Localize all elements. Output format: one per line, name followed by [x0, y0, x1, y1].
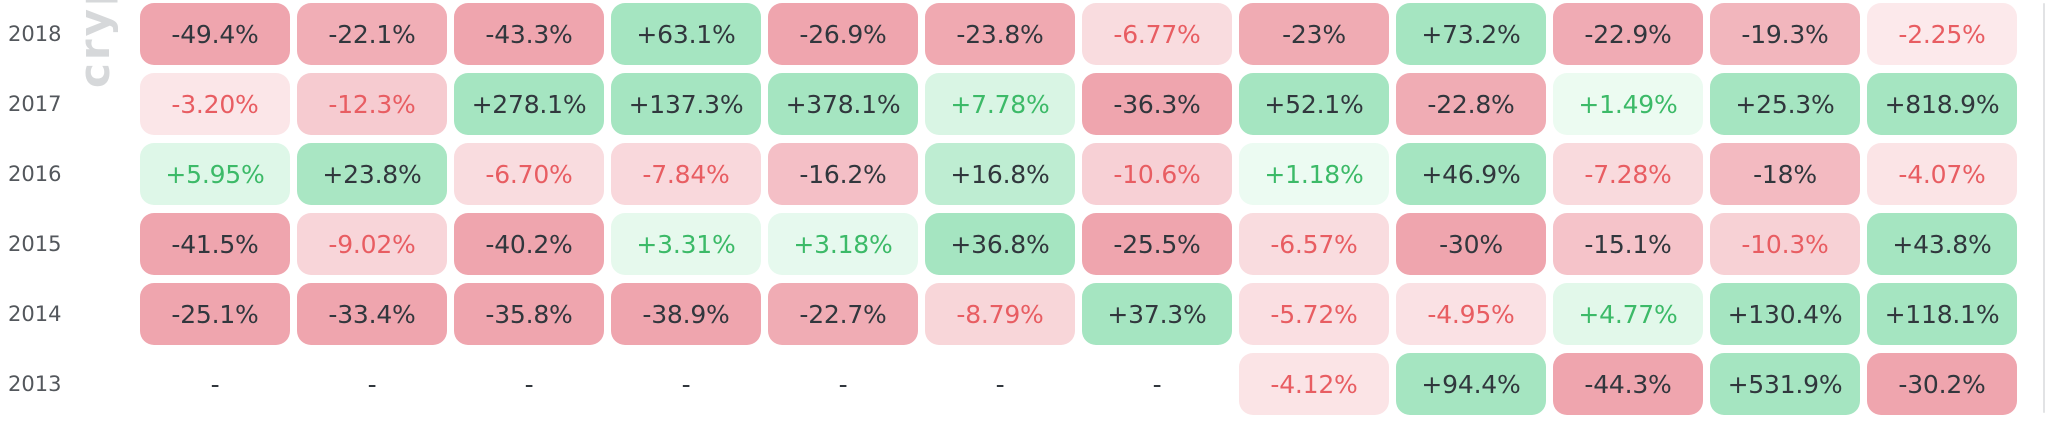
heatmap-cell-2014-col10: +4.77% [1553, 283, 1703, 345]
heatmap-cell-2013-col3: - [524, 369, 534, 399]
right-edge-divider [2043, 3, 2045, 413]
heatmap-cell-2014-col5: -22.7% [768, 283, 918, 345]
heatmap-cell-2013-col10: -44.3% [1553, 353, 1703, 415]
heatmap-cell-2018-col3: -43.3% [454, 3, 604, 65]
heatmap-cell-2014-col12: +118.1% [1867, 283, 2017, 345]
heatmap-cell-2013-col7: - [1152, 369, 1162, 399]
heatmap-cell-2014-col2: -33.4% [297, 283, 447, 345]
heatmap-cell-2015-col2: -9.02% [297, 213, 447, 275]
heatmap-cell-2015-col6: +36.8% [925, 213, 1075, 275]
heatmap-cell-2015-col7: -25.5% [1082, 213, 1232, 275]
heatmap-cell-2016-col12: -4.07% [1867, 143, 2017, 205]
heatmap-cell-2015-col3: -40.2% [454, 213, 604, 275]
year-label-2014: 2014 [8, 302, 62, 326]
heatmap-cell-2018-col11: -19.3% [1710, 3, 1860, 65]
heatmap-cell-2015-col10: -15.1% [1553, 213, 1703, 275]
heatmap-cell-2018-col7: -6.77% [1082, 3, 1232, 65]
heatmap-cell-2014-col6: -8.79% [925, 283, 1075, 345]
heatmap-cell-2017-col3: +278.1% [454, 73, 604, 135]
heatmap-cell-2017-col10: +1.49% [1553, 73, 1703, 135]
heatmap-cell-2015-col4: +3.31% [611, 213, 761, 275]
heatmap-cell-2016-col9: +46.9% [1396, 143, 1546, 205]
heatmap-cell-2016-col4: -7.84% [611, 143, 761, 205]
heatmap-cell-2017-col4: +137.3% [611, 73, 761, 135]
heatmap-cell-2016-col1: +5.95% [140, 143, 290, 205]
heatmap-cell-2016-col11: -18% [1710, 143, 1860, 205]
heatmap-cell-2013-col5: - [838, 369, 848, 399]
heatmap-cell-2014-col8: -5.72% [1239, 283, 1389, 345]
heatmap-cell-2018-col12: -2.25% [1867, 3, 2017, 65]
heatmap-cell-2017-col5: +378.1% [768, 73, 918, 135]
heatmap-cell-2017-col12: +818.9% [1867, 73, 2017, 135]
heatmap-cell-2018-col8: -23% [1239, 3, 1389, 65]
heatmap-cell-2013-col11: +531.9% [1710, 353, 1860, 415]
heatmap-grid: 2018 -49.4% -22.1% -43.3% +63.1% -26.9% -23.8%… [0, 3, 2017, 415]
heatmap-cell-2014-col7: +37.3% [1082, 283, 1232, 345]
heatmap-cell-2014-col1: -25.1% [140, 283, 290, 345]
heatmap-cell-2018-col4: +63.1% [611, 3, 761, 65]
heatmap-cell-2016-col3: -6.70% [454, 143, 604, 205]
heatmap-cell-2014-col3: -35.8% [454, 283, 604, 345]
heatmap-cell-2015-col1: -41.5% [140, 213, 290, 275]
heatmap-cell-2016-col2: +23.8% [297, 143, 447, 205]
heatmap-cell-2016-col6: +16.8% [925, 143, 1075, 205]
year-label-2013: 2013 [8, 372, 62, 396]
heatmap-cell-2013-col1: - [210, 369, 220, 399]
heatmap-cell-2017-col9: -22.8% [1396, 73, 1546, 135]
year-label-2018: 2018 [8, 22, 62, 46]
heatmap-cell-2015-col12: +43.8% [1867, 213, 2017, 275]
heatmap-cell-2017-col11: +25.3% [1710, 73, 1860, 135]
heatmap-cell-2018-col10: -22.9% [1553, 3, 1703, 65]
heatmap-cell-2018-col9: +73.2% [1396, 3, 1546, 65]
heatmap-cell-2017-col6: +7.78% [925, 73, 1075, 135]
heatmap-cell-2013-col9: +94.4% [1396, 353, 1546, 415]
heatmap-cell-2013-col12: -30.2% [1867, 353, 2017, 415]
heatmap-cell-2013-col2: - [367, 369, 377, 399]
heatmap-cell-2013-col6: - [995, 369, 1005, 399]
heatmap-cell-2018-col1: -49.4% [140, 3, 290, 65]
year-label-2017: 2017 [8, 92, 62, 116]
heatmap-cell-2016-col5: -16.2% [768, 143, 918, 205]
heatmap-cell-2013-col4: - [681, 369, 691, 399]
heatmap-cell-2013-col8: -4.12% [1239, 353, 1389, 415]
year-label-2015: 2015 [8, 232, 62, 256]
heatmap-cell-2016-col7: -10.6% [1082, 143, 1232, 205]
heatmap-cell-2018-col2: -22.1% [297, 3, 447, 65]
heatmap-cell-2017-col2: -12.3% [297, 73, 447, 135]
heatmap-cell-2014-col4: -38.9% [611, 283, 761, 345]
heatmap-cell-2014-col11: +130.4% [1710, 283, 1860, 345]
heatmap-cell-2014-col9: -4.95% [1396, 283, 1546, 345]
heatmap-cell-2015-col8: -6.57% [1239, 213, 1389, 275]
heatmap-cell-2017-col7: -36.3% [1082, 73, 1232, 135]
heatmap-cell-2017-col1: -3.20% [140, 73, 290, 135]
heatmap-cell-2018-col6: -23.8% [925, 3, 1075, 65]
heatmap-cell-2018-col5: -26.9% [768, 3, 918, 65]
heatmap-cell-2015-col5: +3.18% [768, 213, 918, 275]
heatmap-cell-2015-col9: -30% [1396, 213, 1546, 275]
heatmap-cell-2016-col10: -7.28% [1553, 143, 1703, 205]
heatmap-cell-2015-col11: -10.3% [1710, 213, 1860, 275]
heatmap-cell-2016-col8: +1.18% [1239, 143, 1389, 205]
heatmap-cell-2017-col8: +52.1% [1239, 73, 1389, 135]
year-label-2016: 2016 [8, 162, 62, 186]
